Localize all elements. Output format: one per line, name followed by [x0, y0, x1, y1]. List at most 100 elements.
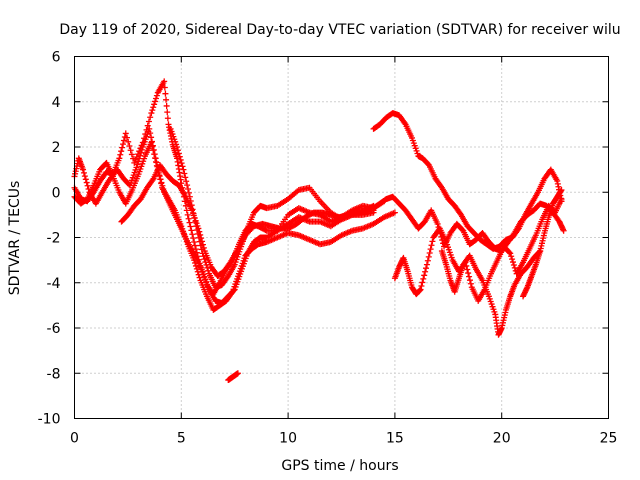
data-point [421, 272, 428, 279]
y-tick-labels: -10 -8 -6 -4 -2 0 2 4 6 [38, 50, 61, 428]
data-point [184, 211, 191, 218]
data-point [149, 142, 156, 149]
data-point [511, 264, 518, 271]
y-tick-label: 6 [52, 50, 61, 66]
data-point [138, 149, 145, 156]
data-point [191, 214, 198, 221]
data-point [185, 189, 192, 196]
data-point [196, 274, 203, 281]
data-point [466, 277, 473, 284]
data-point [137, 152, 144, 159]
data-point [174, 144, 181, 150]
data-point [186, 219, 193, 226]
data-point [152, 95, 159, 102]
data-point [558, 196, 565, 203]
data-point [164, 115, 171, 122]
data-point [116, 155, 123, 162]
data-point [558, 186, 565, 193]
chart-title: Day 119 of 2020, Sidereal Day-to-day VTE… [59, 22, 620, 38]
data-point [85, 186, 92, 193]
data-point [422, 268, 429, 275]
x-tick-label: 15 [386, 431, 404, 447]
data-point [180, 166, 187, 173]
data-point [401, 120, 408, 127]
data-point [185, 186, 192, 193]
data-point [205, 267, 212, 274]
y-tick-label: 4 [52, 95, 61, 111]
data-point [199, 250, 206, 257]
data-point [161, 78, 168, 85]
y-tick-label: 2 [52, 140, 61, 156]
series-track-8 [370, 193, 567, 255]
data-point [428, 242, 435, 249]
data-point [190, 235, 197, 242]
data-point [150, 104, 157, 111]
data-point [192, 262, 199, 269]
data-point [425, 253, 432, 260]
data-point [195, 271, 202, 278]
data-point [117, 151, 124, 158]
data-point [187, 223, 194, 230]
data-point [188, 227, 195, 234]
data-point [82, 176, 89, 183]
data-point [419, 279, 426, 286]
y-tick-label: -10 [38, 412, 61, 428]
x-axis-label: GPS time / hours [281, 458, 398, 474]
data-point [189, 206, 196, 213]
x-tick-label: 25 [600, 431, 618, 447]
data-point [84, 182, 91, 189]
data-point [509, 259, 516, 266]
data-point [193, 223, 200, 230]
data-point [146, 125, 153, 132]
data-point [197, 242, 204, 249]
data-point [418, 282, 425, 289]
data-point [192, 260, 199, 267]
x-tick-labels: 0 5 10 15 20 25 [70, 431, 617, 447]
data-point [560, 227, 567, 234]
data-point [176, 153, 183, 160]
data-point [182, 174, 189, 181]
y-tick-label: -6 [47, 321, 61, 337]
data-point [123, 134, 130, 141]
data-point [203, 261, 210, 268]
data-point [510, 261, 517, 268]
x-tick-label: 5 [177, 431, 186, 447]
data-point [153, 159, 160, 166]
data-point [434, 220, 441, 227]
data-point [429, 238, 436, 245]
data-point [506, 249, 513, 256]
data-point [466, 273, 473, 280]
data-point [177, 156, 184, 163]
data-point [120, 137, 127, 144]
data-point [195, 234, 202, 241]
data-point [126, 143, 133, 150]
series-track-6 [225, 370, 241, 384]
data-point [507, 250, 514, 257]
data-point [149, 176, 156, 183]
data-point [426, 250, 433, 257]
y-tick-label: -4 [47, 276, 61, 292]
y-tick-label: 0 [52, 185, 61, 201]
data-point [119, 144, 126, 151]
data-point [161, 84, 168, 91]
data-point [128, 151, 135, 158]
data-point [157, 176, 164, 183]
data-point [201, 256, 208, 263]
data-point [190, 210, 197, 217]
data-point [80, 166, 87, 173]
y-axis-label: SDTVAR / TECUs [7, 181, 23, 296]
data-point [178, 160, 185, 167]
data-point [163, 102, 170, 109]
data-point [424, 257, 431, 264]
data-point [80, 169, 87, 176]
data-point [184, 182, 191, 189]
data-point [152, 98, 159, 105]
data-point [122, 130, 129, 137]
data-point [234, 370, 241, 377]
data-point [152, 155, 159, 162]
data-point [198, 246, 205, 253]
data-point [423, 261, 430, 268]
data-point [134, 161, 141, 168]
data-point [149, 138, 156, 145]
data-point [193, 265, 200, 272]
